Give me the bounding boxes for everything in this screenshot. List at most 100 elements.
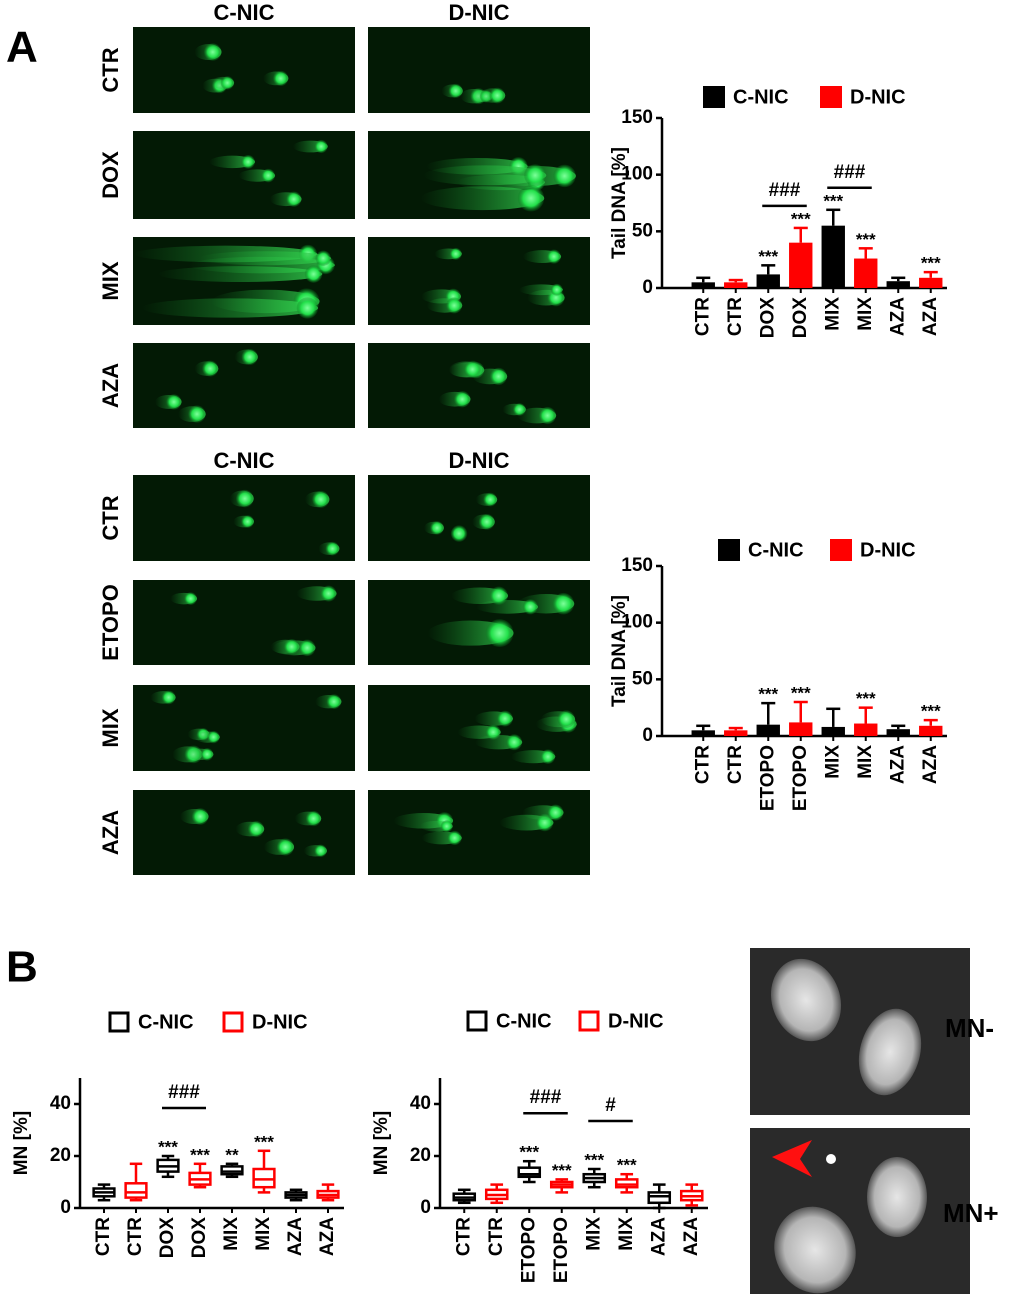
bar — [821, 726, 845, 736]
box — [220, 1165, 244, 1176]
micronucleus — [826, 1154, 836, 1164]
comet-head — [440, 820, 453, 833]
legend-swatch — [108, 1011, 130, 1033]
legend-label: D-NIC — [850, 86, 906, 108]
comet-head — [304, 265, 323, 283]
comet-head — [247, 820, 265, 838]
x-tick-label: CTR — [453, 1217, 474, 1256]
significance-label: *** — [758, 247, 778, 266]
comet-head — [430, 521, 444, 535]
x-tick-label: MIX — [855, 297, 876, 331]
x-tick-label: AZA — [920, 745, 941, 784]
comet-head — [489, 586, 508, 605]
comet-head — [524, 164, 547, 187]
y-tick-label: 0 — [60, 1197, 71, 1218]
panel-letter: B — [6, 943, 38, 992]
significance-label: *** — [823, 191, 843, 210]
column-header: C-NIC — [213, 448, 274, 473]
x-tick-label: CTR — [725, 745, 746, 784]
comet-head — [298, 639, 316, 657]
y-tick-label: 40 — [410, 1093, 431, 1114]
significance-label: *** — [519, 1143, 539, 1162]
significance-label: *** — [856, 689, 876, 708]
comet-head — [188, 405, 206, 423]
comet-tail — [158, 266, 323, 282]
box — [124, 1182, 148, 1199]
x-tick-label: DOX — [790, 297, 811, 339]
legend-swatch — [703, 86, 725, 108]
bar — [854, 723, 878, 736]
y-tick-label: 20 — [410, 1145, 431, 1166]
arrowhead — [772, 1140, 812, 1177]
y-tick-label: 0 — [642, 725, 653, 746]
comet-tail — [420, 186, 545, 211]
x-tick-label: CTR — [486, 1217, 507, 1256]
comet-head — [200, 748, 214, 761]
legend-label: C-NIC — [748, 539, 804, 561]
x-tick-label: AZA — [317, 1217, 338, 1256]
significance-label: *** — [190, 1145, 210, 1164]
comet-head — [552, 592, 575, 615]
comet-tail — [423, 165, 547, 186]
nucleus — [867, 1157, 927, 1237]
row-label: ETOPO — [98, 584, 123, 661]
x-tick-label: ETOPO — [790, 745, 811, 811]
comet-head — [191, 808, 209, 825]
x-tick-label: MIX — [253, 1217, 274, 1251]
row-label: CTR — [98, 495, 123, 540]
comet-head — [483, 492, 498, 507]
comet-head — [489, 87, 506, 104]
legend-swatch — [830, 539, 852, 561]
comet-head — [166, 394, 182, 410]
x-tick-label: MIX — [616, 1217, 637, 1251]
comet-head — [506, 734, 523, 751]
bracket-label: ### — [168, 1082, 200, 1103]
comet-head — [261, 168, 276, 183]
comet-head — [557, 710, 576, 729]
x-tick-label: CTR — [725, 297, 746, 336]
comet-head — [314, 844, 327, 858]
comet-image — [133, 27, 355, 113]
x-tick-label: ETOPO — [518, 1217, 539, 1283]
x-tick-label: CTR — [692, 745, 713, 784]
x-tick-label: AZA — [681, 1217, 702, 1256]
row-label: AZA — [98, 363, 123, 408]
bar — [789, 242, 813, 288]
row-label: DOX — [98, 151, 123, 199]
significance-label: *** — [552, 1161, 572, 1180]
comet-image — [368, 343, 590, 428]
legend-label: D-NIC — [860, 539, 916, 561]
comet-head — [478, 513, 495, 530]
panel-letter: A — [6, 23, 38, 72]
comet-head — [538, 406, 557, 425]
comet-head — [203, 43, 222, 61]
row-label: AZA — [98, 810, 123, 855]
box — [614, 1178, 639, 1189]
x-tick-label: MIX — [822, 745, 843, 779]
nucleus — [770, 958, 842, 1042]
x-tick-label: AZA — [648, 1217, 669, 1256]
y-axis-label: Tail DNA [%] — [609, 595, 630, 707]
y-tick-label: 150 — [621, 555, 653, 576]
comet-head — [447, 830, 462, 846]
legend-label: D-NIC — [252, 1011, 308, 1033]
comet-tail — [142, 298, 319, 318]
y-tick-label: 0 — [642, 277, 653, 298]
legend-label: C-NIC — [496, 1010, 552, 1032]
x-tick-label: DOX — [757, 297, 778, 339]
comet-image — [368, 790, 590, 875]
column-header: D-NIC — [448, 448, 509, 473]
x-tick-label: CTR — [93, 1217, 114, 1256]
significance-label: *** — [856, 230, 876, 249]
legend-label: C-NIC — [138, 1011, 194, 1033]
legend-swatch — [718, 539, 740, 561]
significance-label: *** — [617, 1156, 637, 1175]
comet-head — [161, 690, 176, 705]
comet-head — [522, 599, 538, 615]
y-tick-label: 150 — [621, 107, 653, 128]
box — [252, 1167, 276, 1189]
comet-head — [553, 164, 576, 188]
legend-swatch — [578, 1010, 600, 1032]
comet-head — [496, 710, 513, 727]
